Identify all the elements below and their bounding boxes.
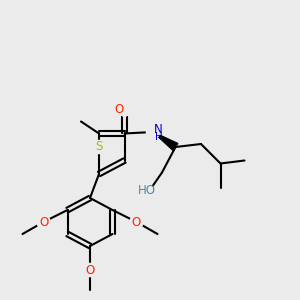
Text: N: N (154, 123, 163, 136)
Text: H: H (154, 132, 162, 142)
Text: HO: HO (138, 184, 156, 197)
Circle shape (118, 103, 131, 116)
Text: O: O (115, 103, 124, 116)
Text: O: O (85, 263, 94, 277)
Circle shape (130, 215, 143, 229)
Text: S: S (95, 140, 103, 154)
Circle shape (37, 215, 50, 229)
Circle shape (92, 140, 106, 154)
Circle shape (83, 263, 97, 277)
Text: O: O (39, 215, 48, 229)
Polygon shape (153, 132, 178, 151)
Text: O: O (132, 215, 141, 229)
Circle shape (146, 125, 160, 139)
Circle shape (142, 185, 155, 199)
